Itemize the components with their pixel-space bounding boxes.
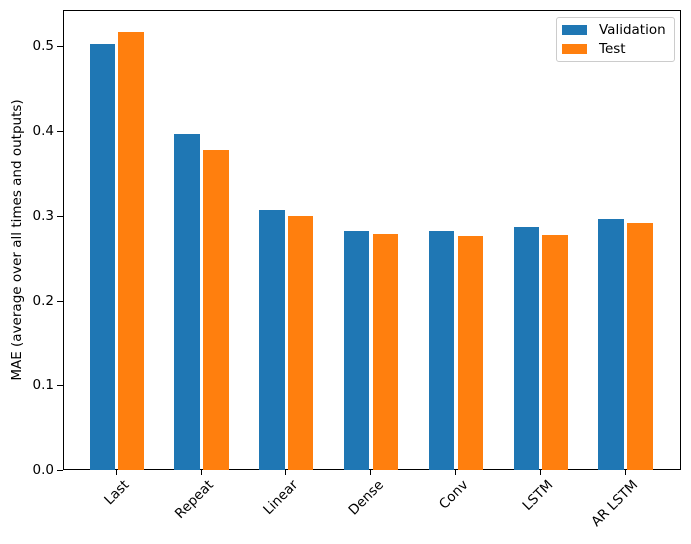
bar-test-lstm: [542, 235, 568, 470]
y-axis-label: MAE (average over all times and outputs): [9, 99, 25, 381]
x-tick-label-dense: Dense: [344, 477, 387, 519]
x-tick-label-ar-lstm: AR LSTM: [587, 477, 641, 530]
bar-test-repeat: [203, 149, 229, 470]
y-tick-mark: [57, 300, 63, 302]
x-tick-mark: [370, 470, 372, 475]
bar-validation-conv: [428, 231, 455, 470]
legend-label-test: Test: [599, 40, 626, 57]
y-tick-label-0.3: 0.3: [32, 207, 54, 224]
x-tick-mark: [454, 470, 456, 475]
x-tick-label-repeat: Repeat: [171, 477, 217, 522]
validation-color-swatch: [562, 25, 587, 35]
legend: Validation Test: [556, 17, 675, 62]
y-tick-label-0.4: 0.4: [32, 123, 54, 140]
bar-test-conv: [457, 236, 483, 470]
legend-row-test: Test: [562, 40, 668, 57]
bar-validation-repeat: [174, 133, 200, 470]
bar-validation-linear: [259, 209, 285, 470]
bar-validation-lstm: [513, 226, 539, 470]
x-tick-mark: [539, 470, 541, 475]
x-tick-label-last: Last: [100, 477, 133, 509]
y-tick-label-0.0: 0.0: [32, 462, 54, 478]
bar-test-dense: [372, 234, 399, 470]
bar-test-linear: [288, 215, 314, 470]
legend-row-validation: Validation: [562, 21, 668, 38]
legend-label-validation: Validation: [599, 21, 666, 38]
bar-validation-ar-lstm: [598, 219, 624, 470]
y-tick-label-0.5: 0.5: [32, 38, 54, 55]
x-tick-mark: [115, 470, 117, 475]
y-tick-label-0.2: 0.2: [32, 292, 54, 309]
y-tick-mark: [57, 46, 63, 48]
bar-validation-dense: [344, 231, 370, 470]
x-tick-mark: [285, 470, 287, 475]
y-tick-mark: [57, 470, 63, 471]
y-tick-mark: [57, 131, 63, 133]
y-tick-mark: [57, 385, 63, 387]
x-tick-label-linear: Linear: [260, 477, 302, 518]
bar-test-ar-lstm: [627, 223, 653, 470]
y-tick-mark: [57, 215, 63, 217]
y-tick-label-0.1: 0.1: [32, 377, 54, 394]
plot-area: [63, 10, 681, 470]
test-color-swatch: [562, 44, 587, 54]
bar-validation-last: [89, 43, 115, 470]
x-tick-label-lstm: LSTM: [519, 477, 557, 514]
x-tick-mark: [624, 470, 626, 475]
bar-test-last: [118, 32, 144, 470]
x-tick-label-conv: Conv: [435, 477, 472, 513]
x-tick-mark: [200, 470, 202, 475]
